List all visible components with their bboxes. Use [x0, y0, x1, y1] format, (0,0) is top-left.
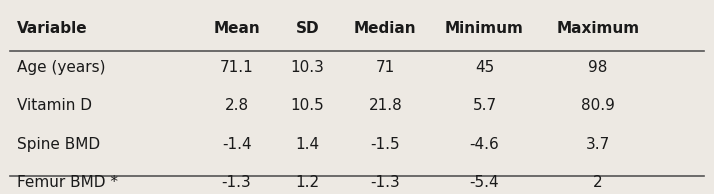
Text: -1.3: -1.3: [221, 175, 251, 190]
Text: Variable: Variable: [17, 21, 88, 36]
Text: Mean: Mean: [213, 21, 260, 36]
Text: 98: 98: [588, 60, 608, 75]
Text: -1.5: -1.5: [371, 137, 400, 152]
Text: Spine BMD: Spine BMD: [17, 137, 100, 152]
Text: -1.4: -1.4: [222, 137, 251, 152]
Text: 45: 45: [475, 60, 494, 75]
Text: 10.3: 10.3: [291, 60, 324, 75]
Text: Median: Median: [354, 21, 417, 36]
Text: 3.7: 3.7: [585, 137, 610, 152]
Text: 2.8: 2.8: [224, 98, 248, 113]
Text: 1.2: 1.2: [296, 175, 319, 190]
Text: 2: 2: [593, 175, 603, 190]
Text: SD: SD: [296, 21, 319, 36]
Text: 21.8: 21.8: [368, 98, 402, 113]
Text: 10.5: 10.5: [291, 98, 324, 113]
Text: Age (years): Age (years): [17, 60, 106, 75]
Text: 80.9: 80.9: [581, 98, 615, 113]
Text: Maximum: Maximum: [556, 21, 640, 36]
Text: Vitamin D: Vitamin D: [17, 98, 92, 113]
Text: Femur BMD *: Femur BMD *: [17, 175, 118, 190]
Text: Minimum: Minimum: [445, 21, 524, 36]
Text: -5.4: -5.4: [470, 175, 499, 190]
Text: 1.4: 1.4: [296, 137, 319, 152]
Text: -1.3: -1.3: [371, 175, 401, 190]
Text: -4.6: -4.6: [470, 137, 499, 152]
Text: 71.1: 71.1: [220, 60, 253, 75]
Text: 71: 71: [376, 60, 395, 75]
Text: 5.7: 5.7: [473, 98, 496, 113]
